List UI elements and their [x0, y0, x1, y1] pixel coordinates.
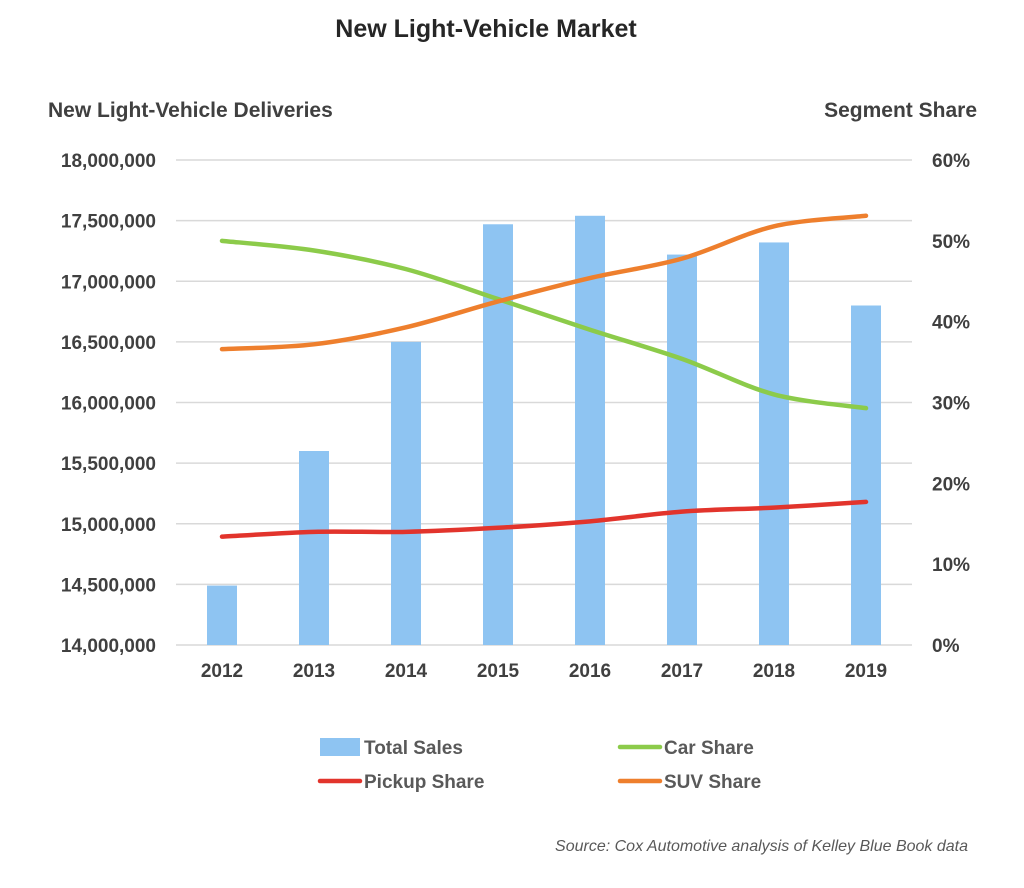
x-tick-label: 2013	[293, 661, 335, 682]
bar-total-sales	[759, 242, 789, 645]
y2-tick-label: 50%	[932, 232, 970, 253]
y2-tick-label: 60%	[932, 151, 970, 172]
x-tick-label: 2019	[845, 661, 887, 682]
legend: Total Sales Car Share Pickup Share SUV Shar…	[317, 738, 761, 793]
x-tick-label: 2014	[385, 661, 428, 682]
bar-total-sales	[575, 215, 605, 645]
y-tick-label: 17,500,000	[61, 212, 156, 233]
legend-label-total-sales: Total Sales	[364, 738, 463, 759]
y2-axis: 0% 10% 20% 30% 40% 50% 60%	[932, 151, 970, 657]
legend-label-car-share: Car Share	[664, 738, 754, 759]
y-tick-label: 15,500,000	[61, 454, 156, 475]
y-tick-label: 16,000,000	[61, 394, 156, 415]
x-tick-label: 2017	[661, 661, 703, 682]
legend-label-pickup-share: Pickup Share	[364, 772, 484, 793]
chart-title: New Light-Vehicle Market	[335, 15, 637, 43]
x-tick-label: 2016	[569, 661, 611, 682]
bar-total-sales	[207, 585, 237, 645]
y-tick-label: 16,500,000	[61, 333, 156, 354]
legend-swatch-total-sales	[320, 738, 360, 756]
x-tick-label: 2015	[477, 661, 520, 682]
y-tick-label: 17,000,000	[61, 272, 156, 293]
x-tick-label: 2012	[201, 661, 243, 682]
x-tick-label: 2018	[753, 661, 795, 682]
legend-label-suv-share: SUV Share	[664, 772, 761, 793]
y-axis-title: New Light-Vehicle Deliveries	[48, 99, 333, 122]
y-axis: 14,000,000 14,500,000 15,000,000 15,500,000…	[61, 151, 156, 657]
y-tick-label: 18,000,000	[61, 151, 156, 172]
line-car-share	[219, 238, 869, 411]
gridlines	[176, 159, 912, 646]
line-pickup-share	[219, 499, 869, 539]
bar-total-sales	[483, 224, 513, 645]
y2-tick-label: 30%	[932, 394, 970, 415]
y2-tick-label: 40%	[932, 313, 970, 334]
x-axis: 2012 2013 2014 2015 2016 2017 2018 2019	[201, 661, 887, 682]
source-note: Source: Cox Automotive analysis of Kelle…	[555, 838, 968, 855]
y2-tick-label: 0%	[932, 636, 960, 657]
y-tick-label: 14,000,000	[61, 636, 156, 657]
bar-total-sales	[851, 305, 881, 645]
y-tick-label: 15,000,000	[61, 515, 156, 536]
bar-series	[207, 215, 881, 645]
line-series	[219, 213, 869, 539]
y2-tick-label: 10%	[932, 555, 970, 576]
bar-total-sales	[391, 341, 421, 645]
y2-tick-label: 20%	[932, 474, 970, 495]
y-tick-label: 14,500,000	[61, 575, 156, 596]
bar-total-sales	[299, 451, 329, 645]
bar-total-sales	[667, 254, 697, 645]
y2-axis-title: Segment Share	[824, 99, 977, 122]
line-suv-share	[219, 213, 869, 352]
